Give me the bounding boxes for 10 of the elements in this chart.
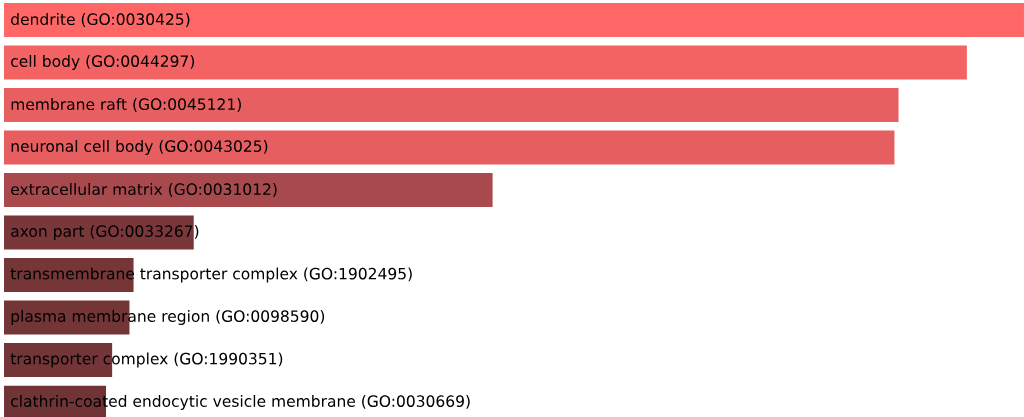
y-tick-label: membrane raft (GO:0045121)	[11, 98, 241, 112]
y-tick-label: cell body (GO:0044297)	[11, 55, 195, 70]
y-tick-label: extracellular matrix (GO:0031012)	[11, 183, 277, 197]
bar	[4, 173, 493, 207]
bar	[4, 3, 1024, 37]
bar	[4, 45, 967, 80]
y-tick-label: neuronal cell body (GO:0043025)	[11, 139, 268, 155]
bar	[4, 88, 899, 122]
bar	[4, 130, 895, 165]
y-tick-label: dendrite (GO:0030425)	[11, 13, 190, 27]
